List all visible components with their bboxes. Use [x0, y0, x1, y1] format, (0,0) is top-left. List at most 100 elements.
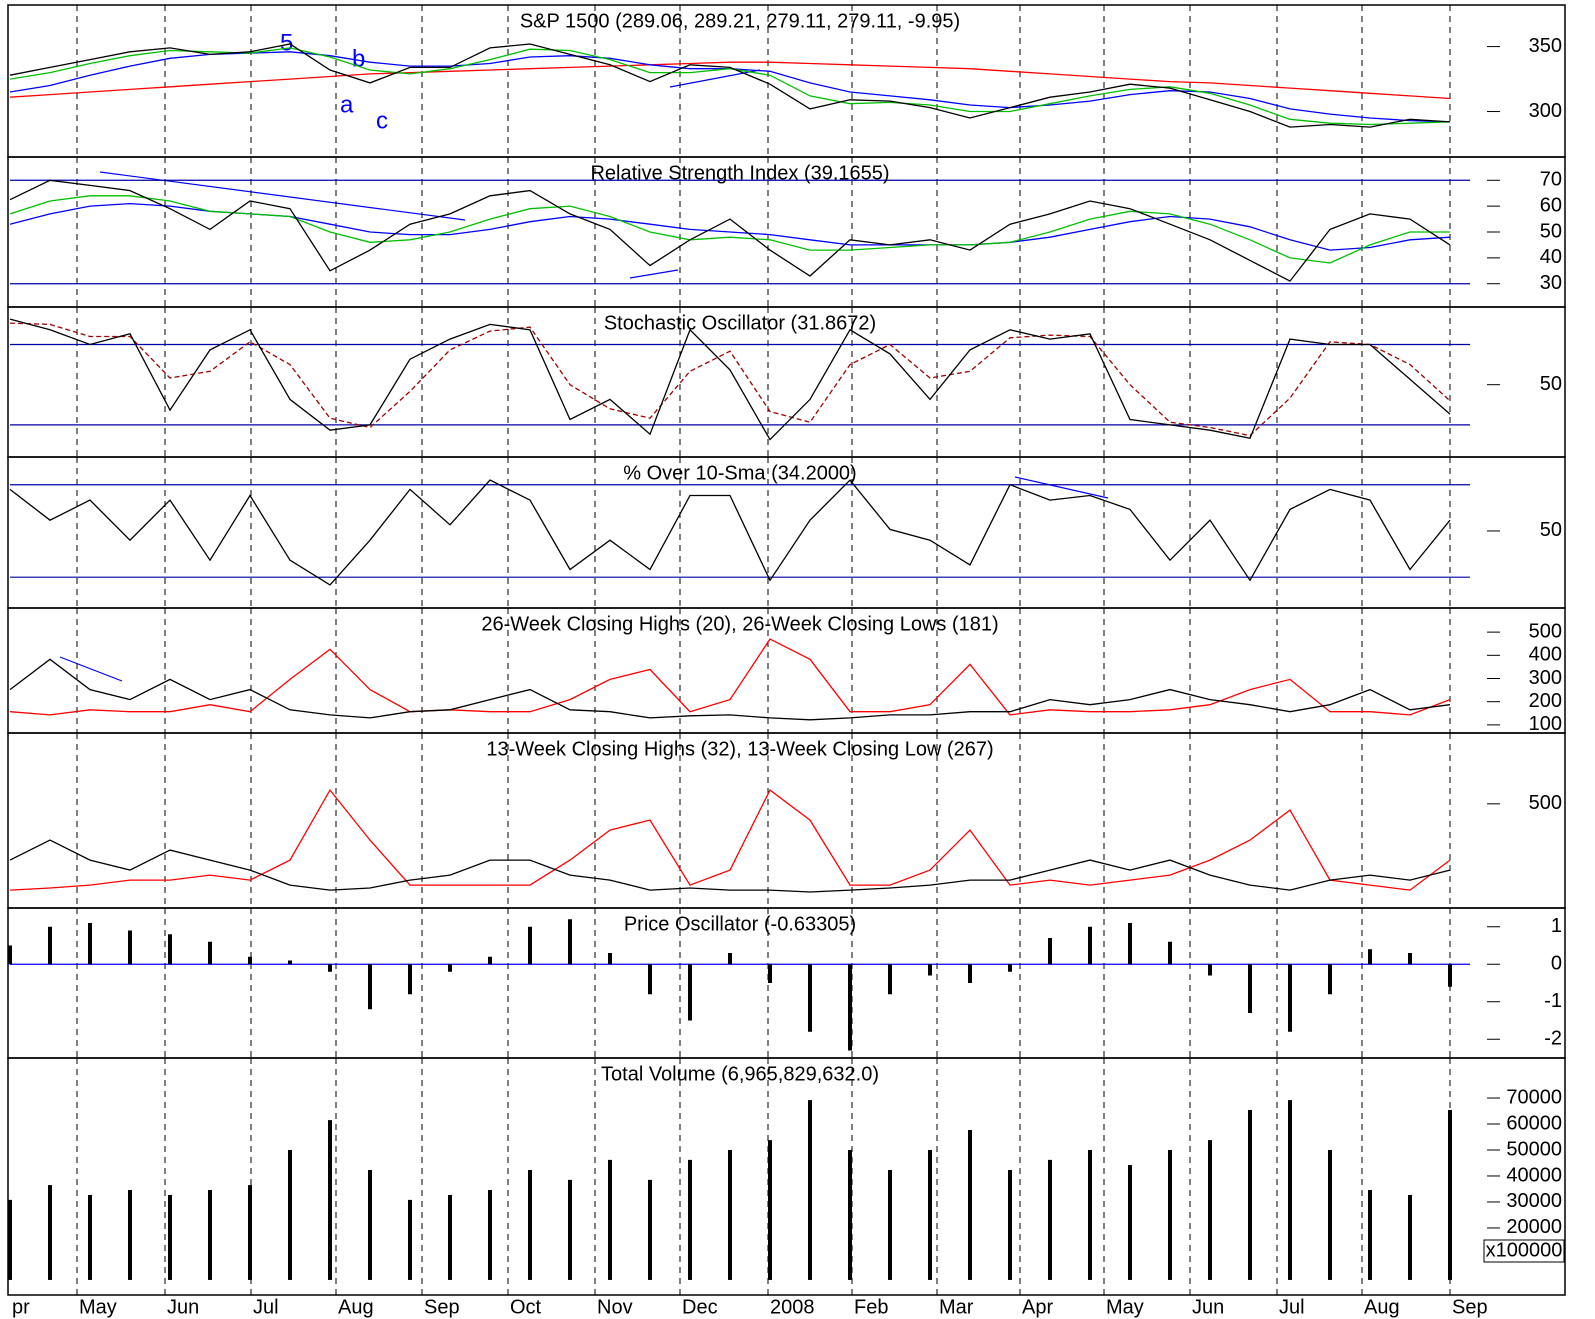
- x-tick-label: Nov: [597, 1296, 633, 1318]
- unit-label: x100000: [1486, 1239, 1563, 1261]
- y-tick-label: 60000: [1506, 1112, 1562, 1134]
- bar: [1408, 1194, 1412, 1280]
- bar: [1008, 964, 1012, 972]
- bar: [848, 964, 852, 1051]
- bar: [1328, 964, 1332, 995]
- bar: [328, 964, 332, 972]
- bar: [1168, 1149, 1172, 1280]
- bar: [648, 964, 652, 995]
- bar: [208, 1190, 212, 1280]
- series-line: [9, 479, 1451, 586]
- y-tick-label: 350: [1529, 35, 1562, 57]
- bar: [128, 1190, 132, 1280]
- y-tick-label: 300: [1529, 667, 1562, 689]
- bar: [88, 1194, 92, 1280]
- bar: [168, 934, 172, 965]
- y-tick-label: 300: [1529, 100, 1562, 122]
- bar: [1088, 1149, 1092, 1280]
- trendline: [669, 69, 761, 88]
- series-line: [9, 202, 1451, 251]
- bar: [8, 1199, 12, 1280]
- bar: [328, 1120, 332, 1280]
- series-line: [9, 61, 1451, 100]
- x-tick-label: Aug: [1364, 1296, 1400, 1318]
- y-tick-label: 30: [1540, 272, 1562, 294]
- panel-title: Stochastic Oscillator (31.8672): [604, 312, 876, 334]
- x-tick-label: Sep: [1452, 1296, 1488, 1318]
- trendline: [99, 171, 466, 221]
- bar: [968, 964, 972, 983]
- y-tick-label: -2: [1544, 1028, 1562, 1050]
- bar: [1288, 964, 1292, 1032]
- y-tick-label: 100: [1529, 713, 1562, 735]
- series-line: [9, 43, 1451, 128]
- panel-frame: [7, 1057, 1566, 1296]
- bar: [808, 1100, 812, 1280]
- bar: [648, 1179, 652, 1280]
- x-tick-label: Aug: [338, 1296, 374, 1318]
- bar: [1368, 949, 1372, 965]
- bar: [928, 1149, 932, 1280]
- bar: [1208, 964, 1212, 976]
- bar: [488, 1190, 492, 1280]
- bar: [1328, 1149, 1332, 1280]
- panel-title: % Over 10-Sma (34.2000): [623, 462, 856, 484]
- y-tick-label: 50: [1540, 373, 1562, 395]
- y-tick-label: 70000: [1506, 1086, 1562, 1108]
- y-tick-label: 20000: [1506, 1216, 1562, 1238]
- bar: [448, 1194, 452, 1280]
- bar: [1048, 938, 1052, 965]
- series-line: [9, 47, 1451, 126]
- x-tick-label: Jul: [1279, 1296, 1305, 1318]
- bar: [368, 964, 372, 1010]
- y-tick-label: 200: [1529, 690, 1562, 712]
- trendline: [629, 269, 679, 279]
- bar: [608, 1159, 612, 1280]
- y-tick-label: 70: [1540, 169, 1562, 191]
- bar: [1448, 964, 1452, 987]
- series-line: [9, 195, 1450, 264]
- bar: [1208, 1140, 1212, 1280]
- bar: [808, 964, 812, 1032]
- bar: [608, 953, 612, 965]
- bar: [728, 953, 732, 965]
- bar: [408, 1199, 412, 1280]
- x-tick-label: pr: [12, 1296, 30, 1318]
- bar: [1128, 1165, 1132, 1280]
- trendline: [1014, 476, 1109, 499]
- bar: [688, 964, 692, 1021]
- y-tick-label: 500: [1529, 620, 1562, 642]
- y-tick-label: 50: [1540, 519, 1562, 541]
- bar: [408, 964, 412, 995]
- x-tick-label: Apr: [1022, 1296, 1053, 1318]
- bar: [1368, 1190, 1372, 1280]
- bar: [1288, 1100, 1292, 1280]
- bar: [448, 964, 452, 972]
- bar: [1448, 1109, 1452, 1280]
- x-tick-label: Oct: [510, 1296, 542, 1318]
- bar: [1088, 926, 1092, 965]
- bar: [248, 1185, 252, 1280]
- bar: [88, 923, 92, 965]
- series-line: [9, 322, 1451, 437]
- x-tick-label: Jun: [1192, 1296, 1224, 1318]
- series-line: [9, 318, 1451, 441]
- y-tick-label: -1: [1544, 990, 1562, 1012]
- x-tick-label: May: [1106, 1296, 1144, 1318]
- bar: [848, 1149, 852, 1280]
- y-tick-label: 0: [1551, 953, 1562, 975]
- series-line: [9, 788, 1451, 891]
- x-tick-label: Jun: [167, 1296, 199, 1318]
- bar: [568, 1179, 572, 1280]
- y-tick-label: 40000: [1506, 1164, 1562, 1186]
- bar: [888, 1170, 892, 1280]
- y-tick-label: 60: [1540, 194, 1562, 216]
- panel-title: 13-Week Closing Highs (32), 13-Week Clos…: [486, 738, 993, 760]
- bar: [48, 926, 52, 965]
- panel-title: 26-Week Closing Highs (20), 26-Week Clos…: [481, 613, 998, 635]
- panel-title: Relative Strength Index (39.1655): [590, 162, 889, 184]
- wave-label: a: [340, 91, 354, 118]
- panel-title: Total Volume (6,965,829,632.0): [601, 1063, 879, 1085]
- bar: [48, 1185, 52, 1280]
